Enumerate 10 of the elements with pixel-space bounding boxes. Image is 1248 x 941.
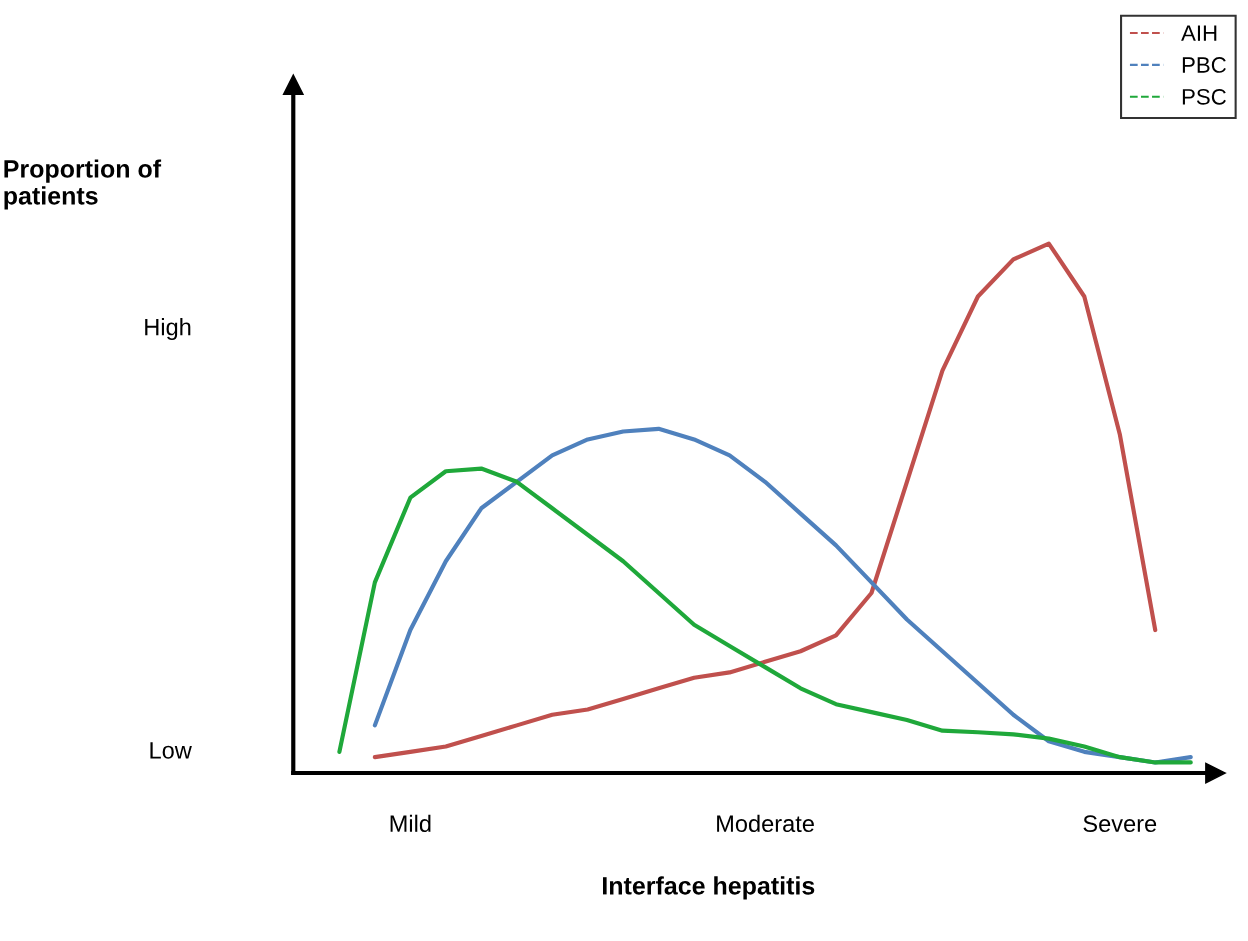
text: Low bbox=[150, 742, 192, 759]
text: Proportion of patients bbox=[4, 159, 162, 210]
x-tick-label: Mild bbox=[390, 814, 431, 833]
legend-label: PSC bbox=[1182, 88, 1226, 105]
x-tick-label: Moderate bbox=[717, 814, 814, 833]
legend-label: AIH bbox=[1181, 25, 1217, 41]
legend-label: PBC bbox=[1182, 57, 1226, 73]
x-tick-label: Severe bbox=[1083, 815, 1157, 833]
text: High bbox=[145, 318, 191, 341]
x-axis-title: Interface hepatitis bbox=[603, 876, 815, 900]
